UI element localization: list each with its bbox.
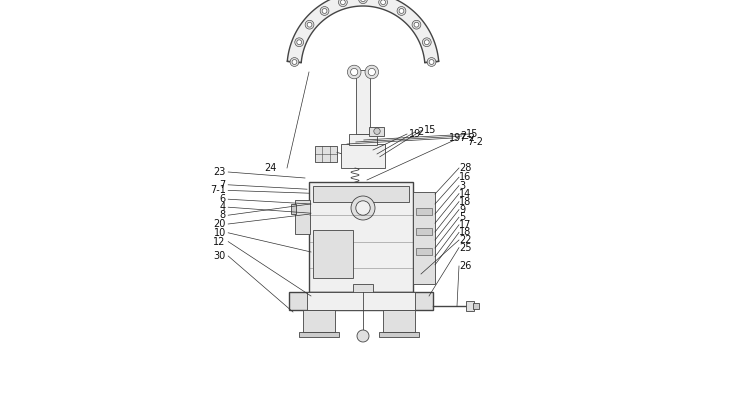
Circle shape	[399, 8, 404, 13]
Text: 17: 17	[459, 220, 471, 230]
Bar	[315, 146, 337, 162]
Text: 16: 16	[459, 172, 471, 182]
Text: 24: 24	[265, 163, 277, 173]
Bar	[341, 144, 385, 168]
Text: 6: 6	[220, 194, 226, 204]
Bar	[466, 301, 474, 311]
Bar	[291, 204, 296, 214]
Text: 15: 15	[466, 129, 478, 139]
Circle shape	[414, 22, 419, 27]
Bar	[313, 186, 409, 202]
Bar	[416, 208, 432, 215]
Circle shape	[381, 0, 386, 5]
Text: 15: 15	[424, 125, 436, 135]
Circle shape	[297, 40, 302, 45]
Circle shape	[295, 38, 304, 47]
Circle shape	[422, 38, 431, 47]
Text: 5: 5	[459, 212, 465, 222]
Text: 14: 14	[459, 189, 471, 198]
Bar	[379, 332, 419, 337]
Text: 22: 22	[459, 235, 472, 245]
Circle shape	[356, 201, 370, 215]
Circle shape	[308, 22, 312, 27]
Circle shape	[351, 196, 375, 220]
Bar	[295, 200, 310, 234]
Text: 2: 2	[460, 131, 467, 141]
Text: 7-2: 7-2	[467, 137, 483, 147]
Text: 28: 28	[459, 163, 471, 173]
Bar	[473, 303, 479, 309]
Circle shape	[350, 68, 358, 76]
Text: 23: 23	[214, 167, 226, 177]
Circle shape	[368, 68, 376, 76]
Text: 18: 18	[459, 227, 471, 237]
Text: 26: 26	[459, 261, 471, 271]
Text: 19: 19	[409, 129, 422, 139]
Text: 18: 18	[459, 196, 471, 206]
Text: 2: 2	[417, 127, 423, 137]
Text: 19: 19	[448, 133, 461, 143]
Circle shape	[340, 0, 345, 5]
Circle shape	[305, 20, 314, 29]
Bar	[413, 192, 435, 284]
Bar	[416, 228, 432, 235]
Text: 30: 30	[214, 251, 226, 261]
Text: 8: 8	[220, 210, 226, 220]
Circle shape	[361, 0, 365, 2]
Text: 10: 10	[214, 228, 226, 238]
Circle shape	[347, 65, 361, 79]
Circle shape	[290, 58, 298, 66]
Text: 7-2: 7-2	[459, 133, 475, 143]
Circle shape	[427, 58, 436, 66]
Text: 9: 9	[459, 205, 465, 214]
Text: 7: 7	[220, 180, 226, 190]
Bar	[313, 230, 353, 278]
Bar	[349, 134, 377, 145]
Text: 7-1: 7-1	[210, 185, 226, 195]
Circle shape	[357, 330, 369, 342]
Bar	[289, 292, 433, 310]
Bar	[383, 310, 415, 332]
Circle shape	[292, 60, 297, 64]
Bar	[303, 310, 335, 332]
Circle shape	[429, 60, 434, 64]
Bar	[307, 292, 415, 310]
Circle shape	[424, 40, 429, 45]
Circle shape	[365, 65, 379, 79]
Circle shape	[379, 0, 388, 7]
Circle shape	[358, 0, 368, 4]
Polygon shape	[287, 0, 439, 62]
Circle shape	[338, 0, 347, 7]
Text: 20: 20	[214, 219, 226, 229]
Bar	[353, 284, 373, 294]
Bar	[369, 127, 384, 136]
Bar	[416, 248, 432, 255]
Circle shape	[374, 128, 380, 134]
Bar	[309, 182, 413, 292]
Bar	[356, 70, 370, 134]
Text: 25: 25	[459, 242, 472, 253]
Circle shape	[320, 6, 329, 15]
Text: 3: 3	[459, 181, 465, 191]
Text: 4: 4	[220, 202, 226, 212]
Circle shape	[412, 20, 421, 29]
Circle shape	[322, 8, 327, 13]
Circle shape	[397, 6, 406, 15]
Bar	[299, 332, 339, 337]
Text: 12: 12	[214, 236, 226, 246]
